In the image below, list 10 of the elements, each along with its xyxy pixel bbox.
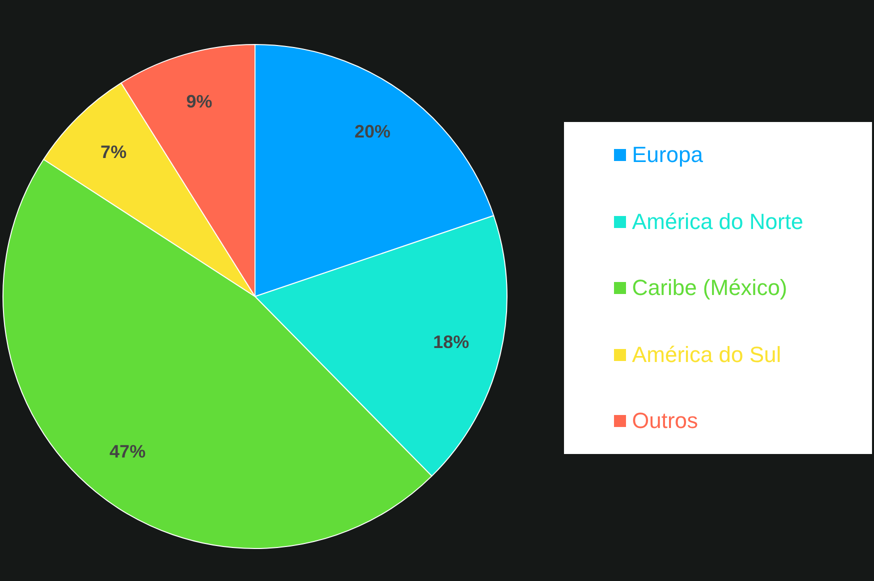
data-label: 47% — [110, 442, 146, 462]
legend-label: América do Sul — [632, 342, 782, 368]
legend-label: Caribe (México) — [632, 275, 788, 302]
legend-label: Outros — [632, 408, 698, 434]
data-label: 18% — [433, 332, 470, 352]
legend-label: Europa — [632, 142, 703, 168]
data-label: 20% — [354, 122, 390, 142]
legend-label: América do Norte — [632, 208, 804, 235]
data-label: 7% — [100, 142, 127, 162]
data-label: 9% — [186, 92, 212, 112]
